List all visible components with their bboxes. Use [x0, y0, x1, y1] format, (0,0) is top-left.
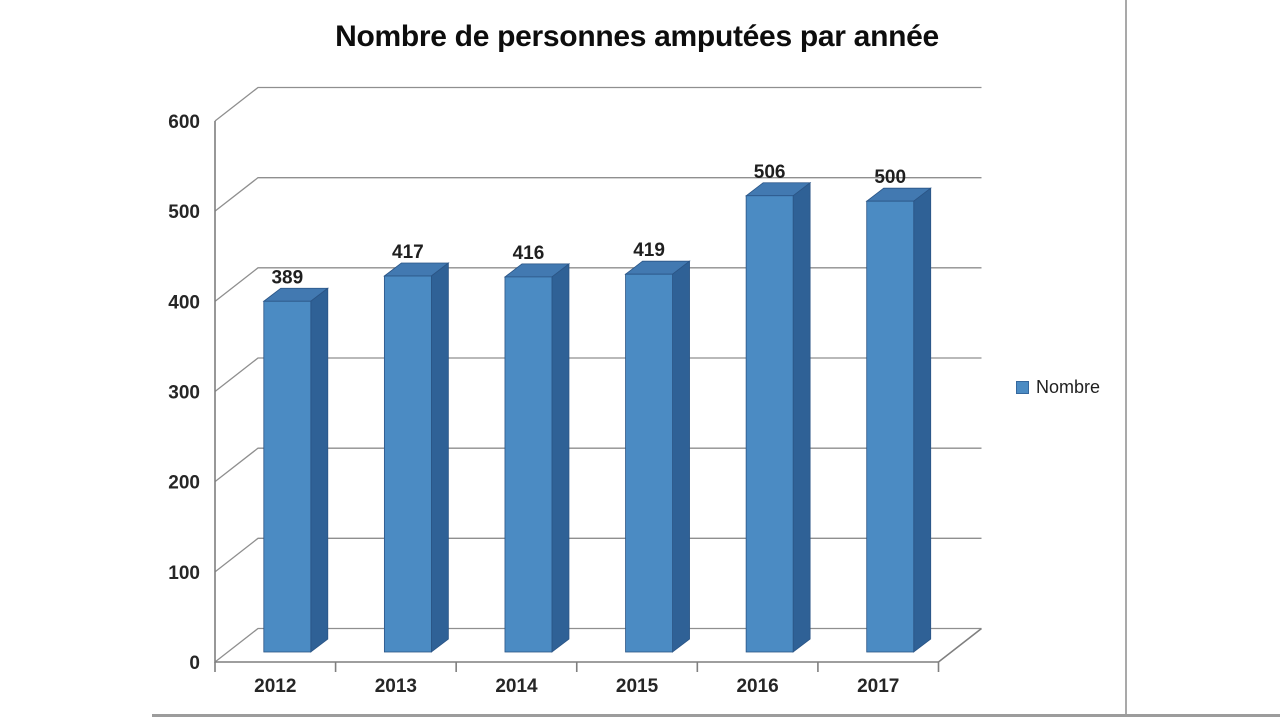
legend-swatch-icon	[1016, 381, 1029, 394]
panel-right-border	[1125, 0, 1127, 715]
bar-side-2016	[792, 181, 811, 653]
value-label-2017: 500	[874, 167, 906, 188]
legend: Nombre	[1016, 377, 1100, 398]
category-label-2013: 2013	[375, 676, 417, 697]
bar-side-2014	[551, 263, 570, 653]
y-tick-label-300: 300	[168, 383, 200, 404]
gridline-400	[214, 267, 982, 302]
gridline-100	[214, 537, 982, 573]
y-tick-label-600: 600	[168, 112, 200, 133]
y-tick-label-200: 200	[168, 473, 200, 494]
bar-2014	[504, 276, 553, 653]
y-tick-label-100: 100	[168, 563, 200, 584]
y-tick-label-0: 0	[189, 653, 200, 674]
gridline-0	[214, 627, 982, 663]
gridline-300	[214, 357, 982, 393]
category-label-2017: 2017	[857, 676, 899, 697]
category-label-2016: 2016	[736, 676, 778, 697]
bar-2015	[625, 273, 673, 653]
legend-label: Nombre	[1036, 377, 1101, 397]
bar-side-2015	[672, 260, 690, 653]
category-label-2012: 2012	[254, 676, 296, 697]
value-label-2014: 416	[513, 243, 545, 264]
value-label-2016: 506	[754, 162, 786, 183]
bar-2017	[866, 200, 915, 653]
gridline-600	[214, 86, 982, 122]
bar-2012	[263, 300, 312, 653]
bar-side-2012	[310, 287, 329, 653]
gridline-200	[214, 447, 982, 483]
panel-bottom-border	[152, 714, 1280, 717]
bar-2016	[745, 195, 794, 653]
bar-side-2017	[913, 187, 932, 653]
chart-title: Nombre de personnes amputées par année	[335, 20, 939, 53]
y-tick-label-400: 400	[168, 292, 200, 313]
y-tick-label-500: 500	[168, 202, 200, 223]
bar-side-2013	[430, 262, 449, 653]
value-label-2015: 419	[633, 240, 665, 261]
value-label-2013: 417	[392, 242, 424, 263]
gridline-500	[214, 177, 982, 212]
value-label-2012: 389	[271, 267, 303, 288]
category-label-2015: 2015	[616, 676, 659, 697]
bar-2013	[383, 275, 432, 653]
category-label-2014: 2014	[495, 676, 538, 697]
